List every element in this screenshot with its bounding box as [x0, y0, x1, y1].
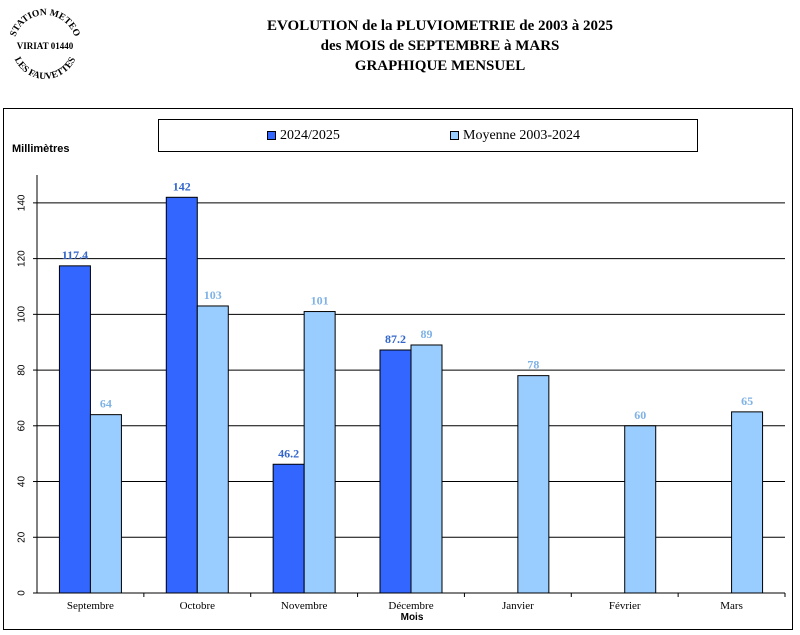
y-tick-label: 120: [17, 250, 28, 267]
bar-current: [379, 349, 412, 594]
bar-average: [517, 375, 550, 594]
x-axis-label: Mois: [401, 612, 424, 623]
station-stamp: STATION METEO VIRIAT 01440 LES FAUVETTES: [9, 8, 82, 82]
x-tick-label: Janvier: [502, 600, 534, 612]
x-tick-label: Décembre: [388, 600, 433, 612]
data-label-average: 78: [527, 358, 539, 372]
y-tick-label: 60: [17, 420, 28, 432]
data-label-average: 89: [421, 327, 433, 341]
data-label-current: 117.4: [62, 248, 88, 262]
data-label-average: 103: [204, 288, 222, 302]
bar-average: [196, 305, 229, 594]
x-tick-label: Mars: [720, 600, 743, 612]
y-tick-label: 0: [17, 590, 28, 596]
data-label-average: 65: [741, 394, 753, 408]
data-label-current: 46.2: [278, 446, 299, 460]
y-tick-label: 100: [17, 306, 28, 323]
bar-average: [731, 411, 764, 594]
chart-frame: [3, 108, 793, 630]
bar-average: [303, 311, 336, 594]
x-tick-label: Septembre: [67, 600, 114, 612]
bar-average: [624, 425, 657, 594]
title-line-3: GRAPHIQUE MENSUEL: [354, 58, 526, 74]
bar-current: [272, 463, 305, 594]
y-tick-label: 40: [17, 476, 28, 488]
data-label-average: 64: [100, 397, 112, 411]
data-label-average: 60: [634, 408, 646, 422]
bar-average: [410, 344, 443, 594]
chart-title: EVOLUTION de la PLUVIOMETRIE de 2003 à 2…: [180, 16, 700, 76]
x-tick-label: Octobre: [180, 600, 216, 612]
y-tick-label: 80: [17, 364, 28, 376]
data-label-current: 142: [173, 179, 191, 193]
bar-current: [165, 196, 198, 594]
y-tick-label: 20: [17, 531, 28, 543]
title-line-2: des MOIS de SEPTEMBRE à MARS: [320, 38, 560, 54]
data-label-current: 87.2: [385, 332, 406, 346]
legend-label-2024-2025: 2024/2025: [280, 128, 340, 143]
data-label-average: 101: [311, 294, 329, 308]
bar-average: [89, 414, 122, 594]
legend-swatch-2024-2025: [267, 131, 276, 140]
title-line-1: EVOLUTION de la PLUVIOMETRIE de 2003 à 2…: [267, 18, 613, 34]
chart-legend: 2024/2025 Moyenne 2003-2024: [158, 119, 698, 152]
legend-swatch-moyenne: [450, 131, 459, 140]
legend-label-moyenne: Moyenne 2003-2024: [463, 128, 581, 143]
x-tick-label: Novembre: [281, 600, 328, 612]
y-axis-label: Millimètres: [12, 143, 70, 155]
stamp-middle-text: VIRIAT 01440: [17, 41, 74, 51]
x-tick-label: Février: [609, 600, 641, 612]
bar-current: [58, 265, 91, 594]
y-tick-label: 140: [17, 194, 28, 211]
